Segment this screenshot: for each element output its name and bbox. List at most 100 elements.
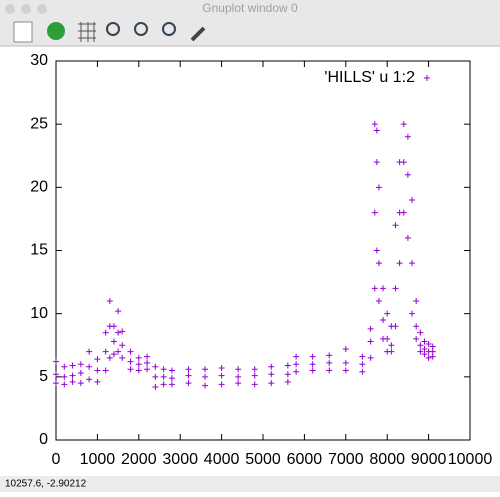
- point: [400, 159, 407, 166]
- point: [293, 361, 300, 368]
- status-text: 10257.6, -2.90212: [5, 479, 87, 490]
- x-tick-label: 1000: [80, 451, 116, 468]
- point: [359, 361, 366, 368]
- point: [185, 366, 192, 373]
- settings-icon[interactable]: [190, 26, 206, 42]
- point: [392, 323, 399, 330]
- point: [94, 378, 101, 385]
- point: [371, 209, 378, 216]
- point: [251, 381, 258, 388]
- point: [135, 367, 142, 374]
- point: [425, 354, 432, 361]
- point: [268, 380, 275, 387]
- x-tick-label: 5000: [245, 451, 281, 468]
- status-bar: [0, 476, 500, 492]
- x-tick-label: 4000: [204, 451, 240, 468]
- x-tick-label: 7000: [328, 451, 364, 468]
- point: [384, 310, 391, 317]
- y-tick-label: 15: [30, 242, 48, 259]
- window-title: Gnuplot window 0: [202, 1, 298, 15]
- point: [326, 352, 333, 359]
- zoom-button[interactable]: [37, 4, 47, 14]
- point: [375, 298, 382, 305]
- export-icon[interactable]: [13, 21, 33, 43]
- point: [168, 381, 175, 388]
- point: [106, 298, 113, 305]
- point: [86, 348, 93, 355]
- grid-icon[interactable]: [78, 22, 96, 42]
- point: [86, 376, 93, 383]
- point: [102, 367, 109, 374]
- autoscale-icon[interactable]: [162, 22, 176, 36]
- point: [160, 373, 167, 380]
- point: [202, 382, 209, 389]
- minimize-button[interactable]: [21, 4, 31, 14]
- y-tick-label: 5: [39, 368, 48, 385]
- point: [185, 372, 192, 379]
- point: [404, 133, 411, 140]
- y-tick-label: 0: [39, 431, 48, 448]
- point: [127, 348, 134, 355]
- point: [77, 380, 84, 387]
- point: [309, 367, 316, 374]
- point: [135, 361, 142, 368]
- point: [421, 351, 428, 358]
- point: [115, 348, 122, 355]
- point: [268, 371, 275, 378]
- point: [404, 234, 411, 241]
- point: [144, 353, 151, 360]
- zoom-prev-icon[interactable]: [106, 22, 120, 36]
- point: [160, 381, 167, 388]
- point: [417, 348, 424, 355]
- point: [119, 328, 126, 335]
- close-button[interactable]: [5, 4, 15, 14]
- point: [185, 380, 192, 387]
- point: [115, 329, 122, 336]
- point: [367, 338, 374, 345]
- point: [384, 335, 391, 342]
- point: [69, 362, 76, 369]
- point: [375, 184, 382, 191]
- point: [309, 353, 316, 360]
- point: [413, 298, 420, 305]
- point: [342, 359, 349, 366]
- point: [218, 381, 225, 388]
- point: [417, 342, 424, 349]
- point: [110, 351, 117, 358]
- point: [413, 323, 420, 330]
- point: [367, 354, 374, 361]
- point: [115, 308, 122, 315]
- zoom-next-icon[interactable]: [134, 22, 148, 36]
- point: [417, 329, 424, 336]
- point: [371, 121, 378, 128]
- legend-marker: [424, 75, 430, 81]
- point: [53, 371, 59, 378]
- y-tick-label: 25: [30, 115, 48, 132]
- point: [293, 353, 300, 360]
- point: [421, 338, 428, 345]
- legend-label: 'HILLS' u 1:2: [324, 69, 415, 86]
- point: [152, 363, 159, 370]
- point: [359, 353, 366, 360]
- point: [268, 363, 275, 370]
- point: [388, 342, 395, 349]
- y-tick-label: 20: [30, 179, 48, 196]
- point: [404, 171, 411, 178]
- point: [425, 340, 432, 347]
- point: [309, 361, 316, 368]
- point: [396, 260, 403, 267]
- x-tick-label: 2000: [121, 451, 157, 468]
- point: [429, 343, 436, 350]
- point: [251, 372, 258, 379]
- point: [218, 372, 225, 379]
- replot-icon[interactable]: [47, 22, 65, 40]
- point: [392, 285, 399, 292]
- point: [160, 366, 167, 373]
- x-tick-label: 6000: [287, 451, 323, 468]
- point: [69, 378, 76, 385]
- point: [235, 366, 242, 373]
- point: [53, 380, 59, 387]
- point: [168, 367, 175, 374]
- point: [429, 353, 436, 360]
